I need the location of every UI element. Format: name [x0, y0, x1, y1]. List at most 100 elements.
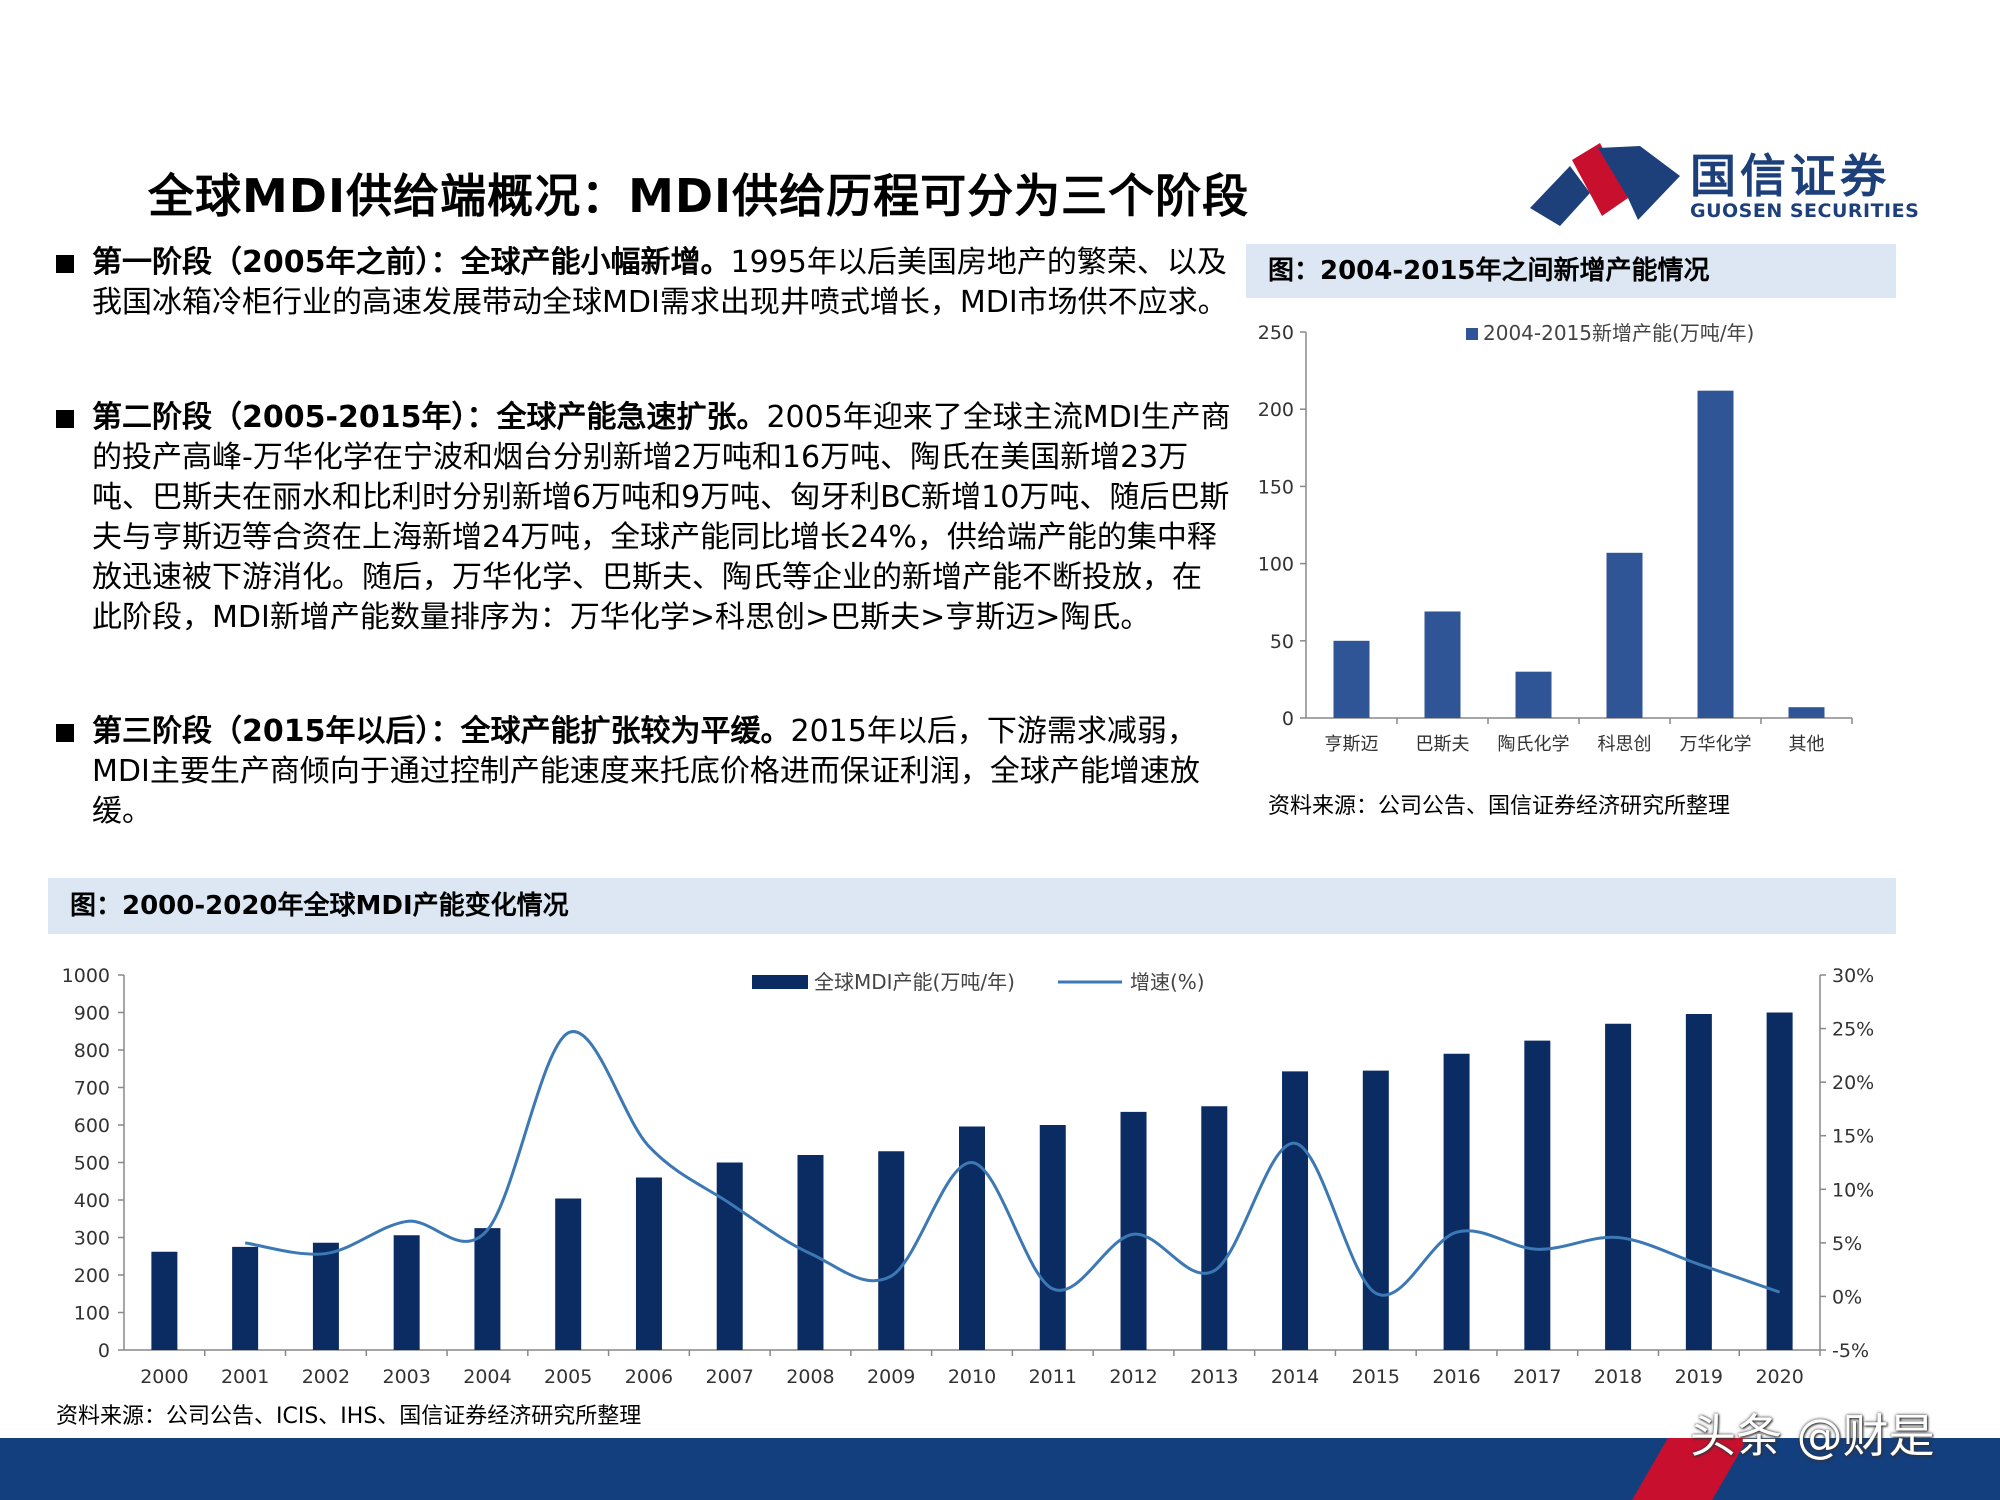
chart1-bar: [1788, 707, 1825, 718]
chart2-y-tick-label: 600: [74, 1115, 110, 1137]
chart2-bar: [1039, 1125, 1066, 1350]
paragraph-body: 2005年迎来了全球主流MDI生产商的投产高峰-万华化学在宁波和烟台分别新增2万…: [92, 400, 1231, 635]
chart2-bar: [1443, 1053, 1470, 1350]
chart1-x-tick-label: 亨斯迈: [1325, 734, 1379, 755]
chart2-bar: [716, 1162, 743, 1350]
chart2-bar: [1362, 1070, 1389, 1350]
chart2-y-tick-label: 800: [74, 1040, 110, 1062]
chart2-y-tick-label: 700: [74, 1078, 110, 1100]
chart2-y-tick-label: 0: [98, 1340, 110, 1362]
chart2-y2-tick-label: -5%: [1832, 1340, 1869, 1362]
chart2-y2-tick-label: 15%: [1832, 1126, 1874, 1148]
chart1-bar: [1606, 552, 1643, 718]
chart1-x-tick-label: 陶氏化学: [1498, 734, 1570, 755]
chart2-caption: 图：2000-2020年全球MDI产能变化情况: [48, 878, 1896, 934]
chart2-bar: [151, 1251, 178, 1350]
chart2-x-tick-label: 2006: [625, 1366, 673, 1388]
chart2-x-tick-label: 2002: [302, 1366, 350, 1388]
paragraph-body: 1995年以后美国房地产的繁荣、以及我国冰箱冷柜行业的高速发展带动全球MDI需求…: [92, 245, 1228, 320]
chart2-x-tick-label: 2009: [867, 1366, 915, 1388]
paragraph-stage-1: 第一阶段（2005年之前）：全球产能小幅新增。1995年以后美国房地产的繁荣、以…: [56, 243, 1231, 323]
logo-cn: 国信证券: [1690, 149, 1890, 203]
chart2-bar: [1120, 1111, 1147, 1350]
chart2-x-tick-label: 2003: [382, 1366, 430, 1388]
chart2-x-tick-label: 2019: [1675, 1366, 1723, 1388]
chart2-growth-line: [244, 1030, 1781, 1297]
chart2-y2-tick-label: 5%: [1832, 1233, 1862, 1255]
logo-en: GUOSEN SECURITIES: [1690, 200, 1920, 222]
chart1-x-tick-label: 科思创: [1598, 734, 1652, 755]
chart2-bar: [474, 1228, 501, 1350]
chart1: 0 50 100 150 200 250 亨斯迈 巴斯夫 陶氏化学 科思创 万华化学 其他 2004-2…: [1258, 321, 1853, 755]
chart2-x-tick-label: 2020: [1755, 1366, 1803, 1388]
chart2-bar: [555, 1198, 582, 1350]
chart1-y-tick-label: 150: [1258, 476, 1294, 498]
chart2-x-tick-label: 2016: [1432, 1366, 1480, 1388]
chart2-bar: [393, 1235, 420, 1350]
chart2-bar: [1766, 1012, 1793, 1350]
chart2-bar: [1524, 1040, 1551, 1350]
chart2-y-tick-label: 300: [74, 1228, 110, 1250]
chart2-x-tick-label: 2013: [1190, 1366, 1238, 1388]
chart2-bar: [1605, 1023, 1632, 1350]
chart2-x-tick-label: 2018: [1594, 1366, 1642, 1388]
chart2-x-tick-label: 2017: [1513, 1366, 1561, 1388]
chart1-x-tick-label: 万华化学: [1680, 734, 1752, 755]
footer-band: [0, 1438, 2000, 1500]
chart2-y-tick-label: 500: [74, 1153, 110, 1175]
chart2-y-tick-label: 1000: [62, 965, 110, 987]
chart1-source: 资料来源：公司公告、国信证券经济研究所整理: [1268, 794, 1731, 819]
paragraph-heading: 第三阶段（2015年以后）：全球产能扩张较为平缓。: [92, 714, 791, 749]
bullet-icon: [56, 410, 74, 428]
chart1-legend-label: 2004-2015新增产能(万吨/年): [1483, 321, 1754, 345]
chart2-y-tick-label: 400: [74, 1190, 110, 1212]
paragraph-heading: 第二阶段（2005-2015年）：全球产能急速扩张。: [92, 400, 767, 435]
chart2-y2-tick-label: 0%: [1832, 1286, 1862, 1308]
chart1-legend-swatch: [1466, 328, 1478, 340]
logo: 国信证券 GUOSEN SECURITIES: [1530, 138, 1919, 238]
chart2: 0 100 200 300 400 500 600 700 800 900 1000 -5% 0% 5% 1…: [62, 965, 1875, 1388]
chart2-bar: [635, 1177, 662, 1350]
chart2-x-tick-label: 2015: [1352, 1366, 1400, 1388]
chart2-x-tick-label: 2012: [1109, 1366, 1157, 1388]
chart2-x-tick-label: 2011: [1029, 1366, 1077, 1388]
chart2-y-tick-label: 900: [74, 1003, 110, 1025]
chart2-bar: [312, 1242, 339, 1350]
chart2-bar: [959, 1126, 985, 1350]
chart2-bar: [1282, 1071, 1309, 1350]
paragraph-stage-2: 第二阶段（2005-2015年）：全球产能急速扩张。2005年迎来了全球主流MD…: [56, 398, 1231, 638]
chart2-legend-label-line: 增速(%): [1130, 970, 1205, 994]
chart1-y-tick-label: 50: [1270, 631, 1294, 653]
chart2-bar: [1201, 1106, 1228, 1350]
chart2-x-tick-label: 2010: [948, 1366, 996, 1388]
chart2-y-tick-label: 100: [74, 1303, 110, 1325]
chart2-bar: [232, 1246, 259, 1350]
chart1-y-tick-label: 200: [1258, 399, 1294, 421]
chart1-bar: [1333, 640, 1370, 718]
chart1-x-tick-label: 其他: [1789, 734, 1825, 755]
chart2-x-tick-label: 2005: [544, 1366, 592, 1388]
chart2-y2-tick-label: 10%: [1832, 1179, 1874, 1201]
chart1-x-tick-label: 巴斯夫: [1416, 734, 1470, 755]
logo-mark-icon: [1530, 143, 1680, 226]
chart1-bar: [1697, 390, 1734, 718]
chart2-x-tick-label: 2004: [463, 1366, 511, 1388]
chart1-bar: [1515, 671, 1552, 718]
chart2-x-tick-label: 2014: [1271, 1366, 1319, 1388]
chart2-y-tick-label: 200: [74, 1265, 110, 1287]
chart2-source: 资料来源：公司公告、ICIS、IHS、国信证券经济研究所整理: [56, 1404, 642, 1429]
page-title: 全球MDI供给端概况：MDI供给历程可分为三个阶段: [148, 169, 1250, 223]
paragraph-body: 2015年以后，下游需求减弱，MDI主要生产商倾向于通过控制产能速度来托底价格进…: [92, 714, 1200, 829]
chart1-y-tick-label: 100: [1258, 554, 1294, 576]
chart1-y-tick-label: 250: [1258, 322, 1294, 344]
watermark: 头条 @财是: [1690, 1409, 1935, 1463]
bullet-icon: [56, 724, 74, 742]
chart2-legend-label-bar: 全球MDI产能(万吨/年): [814, 970, 1015, 994]
chart1-caption: 图：2004-2015年之间新增产能情况: [1246, 244, 1896, 298]
chart2-bar: [1685, 1014, 1712, 1350]
chart1-y-tick-label: 0: [1282, 708, 1294, 730]
chart2-x-tick-label: 2008: [786, 1366, 834, 1388]
chart1-bar: [1424, 611, 1461, 718]
chart2-legend-swatch-bar: [752, 975, 808, 989]
chart2-x-tick-label: 2007: [706, 1366, 754, 1388]
